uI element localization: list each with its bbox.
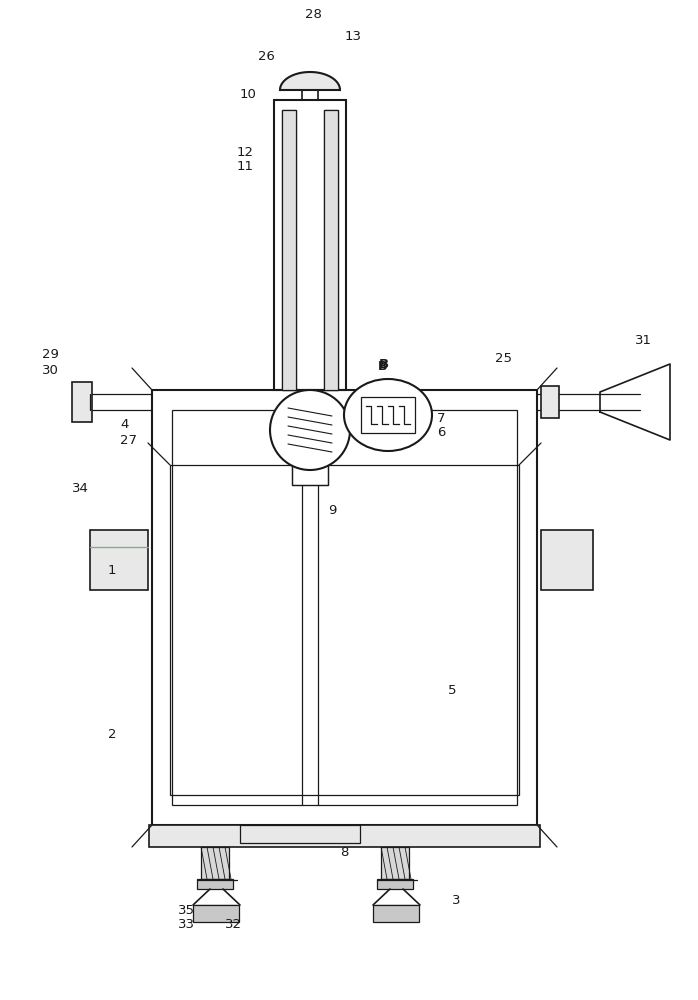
Text: 11: 11 <box>237 160 254 174</box>
Text: 33: 33 <box>178 918 195 932</box>
Bar <box>90 530 148 590</box>
Bar <box>72 382 92 422</box>
Bar <box>282 110 296 390</box>
Text: 3: 3 <box>452 894 461 906</box>
Text: 9: 9 <box>328 504 336 516</box>
Text: 28: 28 <box>305 8 322 21</box>
Bar <box>541 386 559 418</box>
Text: 31: 31 <box>635 334 652 347</box>
Text: 5: 5 <box>448 684 456 696</box>
Text: 26: 26 <box>258 50 275 64</box>
Bar <box>377 879 413 889</box>
Bar <box>324 110 338 390</box>
Bar <box>149 825 540 847</box>
Bar <box>361 397 415 433</box>
Text: 35: 35 <box>178 904 195 916</box>
Bar <box>324 110 338 390</box>
Text: 13: 13 <box>345 30 362 43</box>
Text: 29: 29 <box>42 349 59 361</box>
Text: B: B <box>379 359 389 371</box>
Bar <box>152 390 537 825</box>
Text: 34: 34 <box>72 482 89 494</box>
Ellipse shape <box>344 379 432 451</box>
Bar <box>541 530 593 590</box>
Text: A: A <box>300 456 310 468</box>
Text: B: B <box>378 360 388 373</box>
Text: 10: 10 <box>240 89 257 102</box>
Bar <box>373 905 419 922</box>
Text: 1: 1 <box>108 564 117 576</box>
Text: 8: 8 <box>340 846 348 858</box>
Text: 6: 6 <box>437 426 445 438</box>
Text: A: A <box>301 458 311 471</box>
Text: 4: 4 <box>120 418 128 432</box>
Bar <box>292 405 328 485</box>
Bar <box>274 100 346 390</box>
Bar <box>375 905 417 920</box>
Bar <box>282 110 296 390</box>
Text: 32: 32 <box>225 918 242 932</box>
Bar <box>170 465 519 795</box>
Bar <box>201 847 229 879</box>
Bar <box>172 410 517 805</box>
Polygon shape <box>280 72 340 90</box>
Bar <box>240 825 360 843</box>
Text: 25: 25 <box>495 352 512 364</box>
Bar <box>381 847 409 879</box>
Text: 7: 7 <box>437 412 445 424</box>
Bar <box>292 405 328 485</box>
Bar <box>193 905 239 922</box>
Text: 30: 30 <box>42 363 59 376</box>
Text: 27: 27 <box>120 434 137 446</box>
Text: 2: 2 <box>108 728 117 742</box>
Bar <box>324 110 338 390</box>
Bar <box>197 879 233 889</box>
Bar <box>195 905 237 920</box>
Bar <box>282 110 296 390</box>
Circle shape <box>270 390 350 470</box>
Text: 12: 12 <box>237 146 254 159</box>
